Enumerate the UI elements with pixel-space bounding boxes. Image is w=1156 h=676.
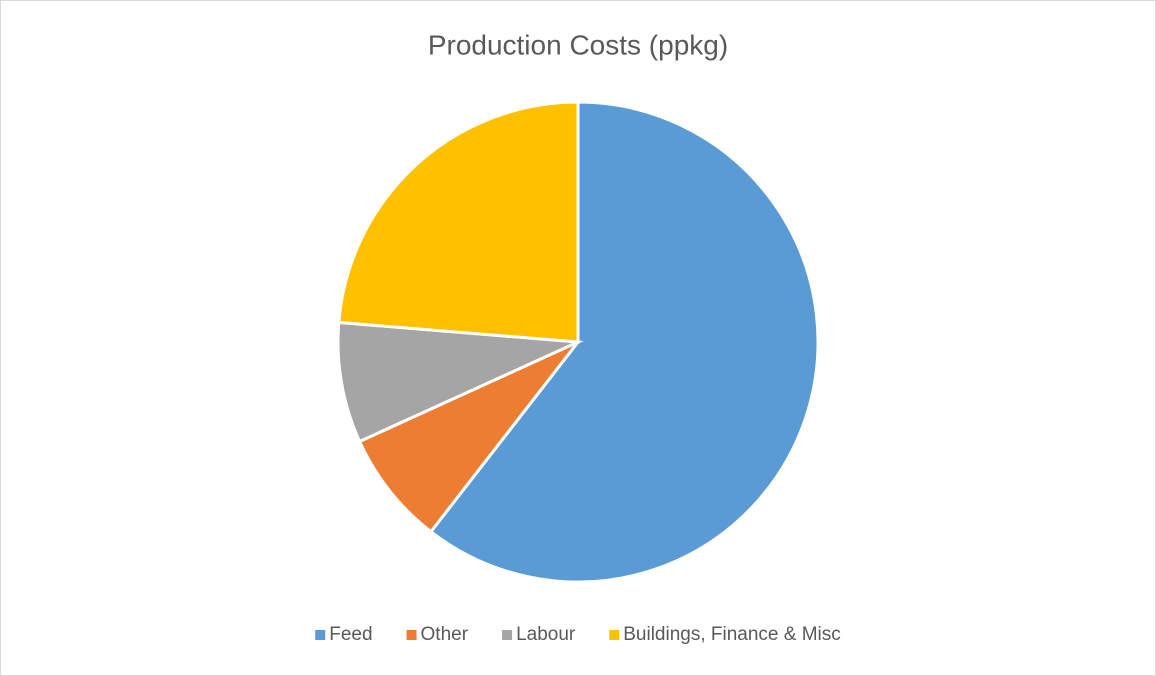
chart-title: Production Costs (ppkg)	[428, 29, 728, 60]
legend-label: Feed	[329, 624, 372, 645]
legend-swatch	[609, 630, 620, 640]
pie-slice	[337, 100, 580, 344]
legend-swatch	[406, 630, 417, 640]
pie-slice	[428, 100, 820, 584]
legend-label: Buildings, Finance & Misc	[623, 624, 841, 645]
legend-label: Labour	[516, 624, 576, 645]
legend-label: Other	[421, 624, 469, 645]
legend: Feed Other Labour Buildings, Finance & Misc	[315, 624, 841, 645]
pie-slice	[336, 320, 584, 444]
legend-swatch	[502, 630, 513, 640]
pie-slice	[357, 340, 580, 534]
legend-swatch	[315, 630, 326, 640]
